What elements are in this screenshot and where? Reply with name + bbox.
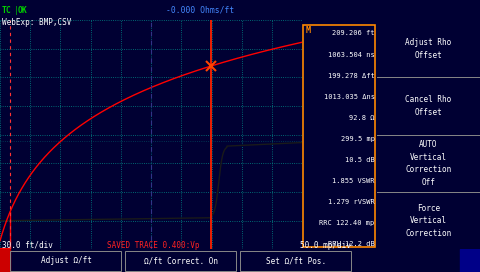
Bar xyxy=(0,249,10,272)
Text: Adjust Ω/ft: Adjust Ω/ft xyxy=(41,256,92,265)
Text: 299.5 mp: 299.5 mp xyxy=(341,136,374,142)
Text: 1.855 VSWR: 1.855 VSWR xyxy=(332,178,374,184)
Text: Off: Off xyxy=(421,178,435,187)
Text: RRC 122.40 mp: RRC 122.40 mp xyxy=(319,220,374,226)
Text: AUTO: AUTO xyxy=(419,140,438,149)
Text: SAVED TRACE 0.400:Vp: SAVED TRACE 0.400:Vp xyxy=(108,241,200,250)
Text: RRL 12.2 dB: RRL 12.2 dB xyxy=(328,241,374,248)
Text: M: M xyxy=(306,26,311,35)
Text: 30.0 ft/div: 30.0 ft/div xyxy=(2,241,53,250)
Text: WebExp: BMP,CSV: WebExp: BMP,CSV xyxy=(2,18,72,27)
Bar xyxy=(240,251,351,271)
Bar xyxy=(460,249,480,272)
Text: Offset: Offset xyxy=(415,108,442,117)
Bar xyxy=(10,251,121,271)
Text: 1063.504 ns: 1063.504 ns xyxy=(328,51,374,58)
Text: Adjust Rho: Adjust Rho xyxy=(405,38,452,47)
Text: Vertical: Vertical xyxy=(410,216,447,225)
Text: OK: OK xyxy=(18,6,28,15)
Text: 1.279 rVSWR: 1.279 rVSWR xyxy=(328,199,374,205)
Text: 10.5 dB: 10.5 dB xyxy=(345,157,374,163)
Text: Vertical: Vertical xyxy=(410,153,447,162)
Text: |: | xyxy=(14,6,19,15)
Text: 92.8 Ω: 92.8 Ω xyxy=(349,115,374,121)
Text: 50.0 mp/div: 50.0 mp/div xyxy=(300,241,351,250)
Text: Offset: Offset xyxy=(415,51,442,60)
Text: 199.278 Δft: 199.278 Δft xyxy=(328,73,374,79)
Text: Cancel Rho: Cancel Rho xyxy=(405,95,452,104)
Text: Set Ω/ft Pos.: Set Ω/ft Pos. xyxy=(266,256,326,265)
Text: -0.000 Ohms/ft: -0.000 Ohms/ft xyxy=(166,6,234,15)
Text: Ω/ft Correct. On: Ω/ft Correct. On xyxy=(144,256,218,265)
Text: Force: Force xyxy=(417,204,440,213)
Text: 1013.035 Δns: 1013.035 Δns xyxy=(324,94,374,100)
Text: Correction: Correction xyxy=(405,229,452,238)
Text: Correction: Correction xyxy=(405,165,452,174)
Bar xyxy=(125,251,236,271)
Text: TC: TC xyxy=(2,6,12,15)
Text: 209.206 ft: 209.206 ft xyxy=(332,30,374,36)
